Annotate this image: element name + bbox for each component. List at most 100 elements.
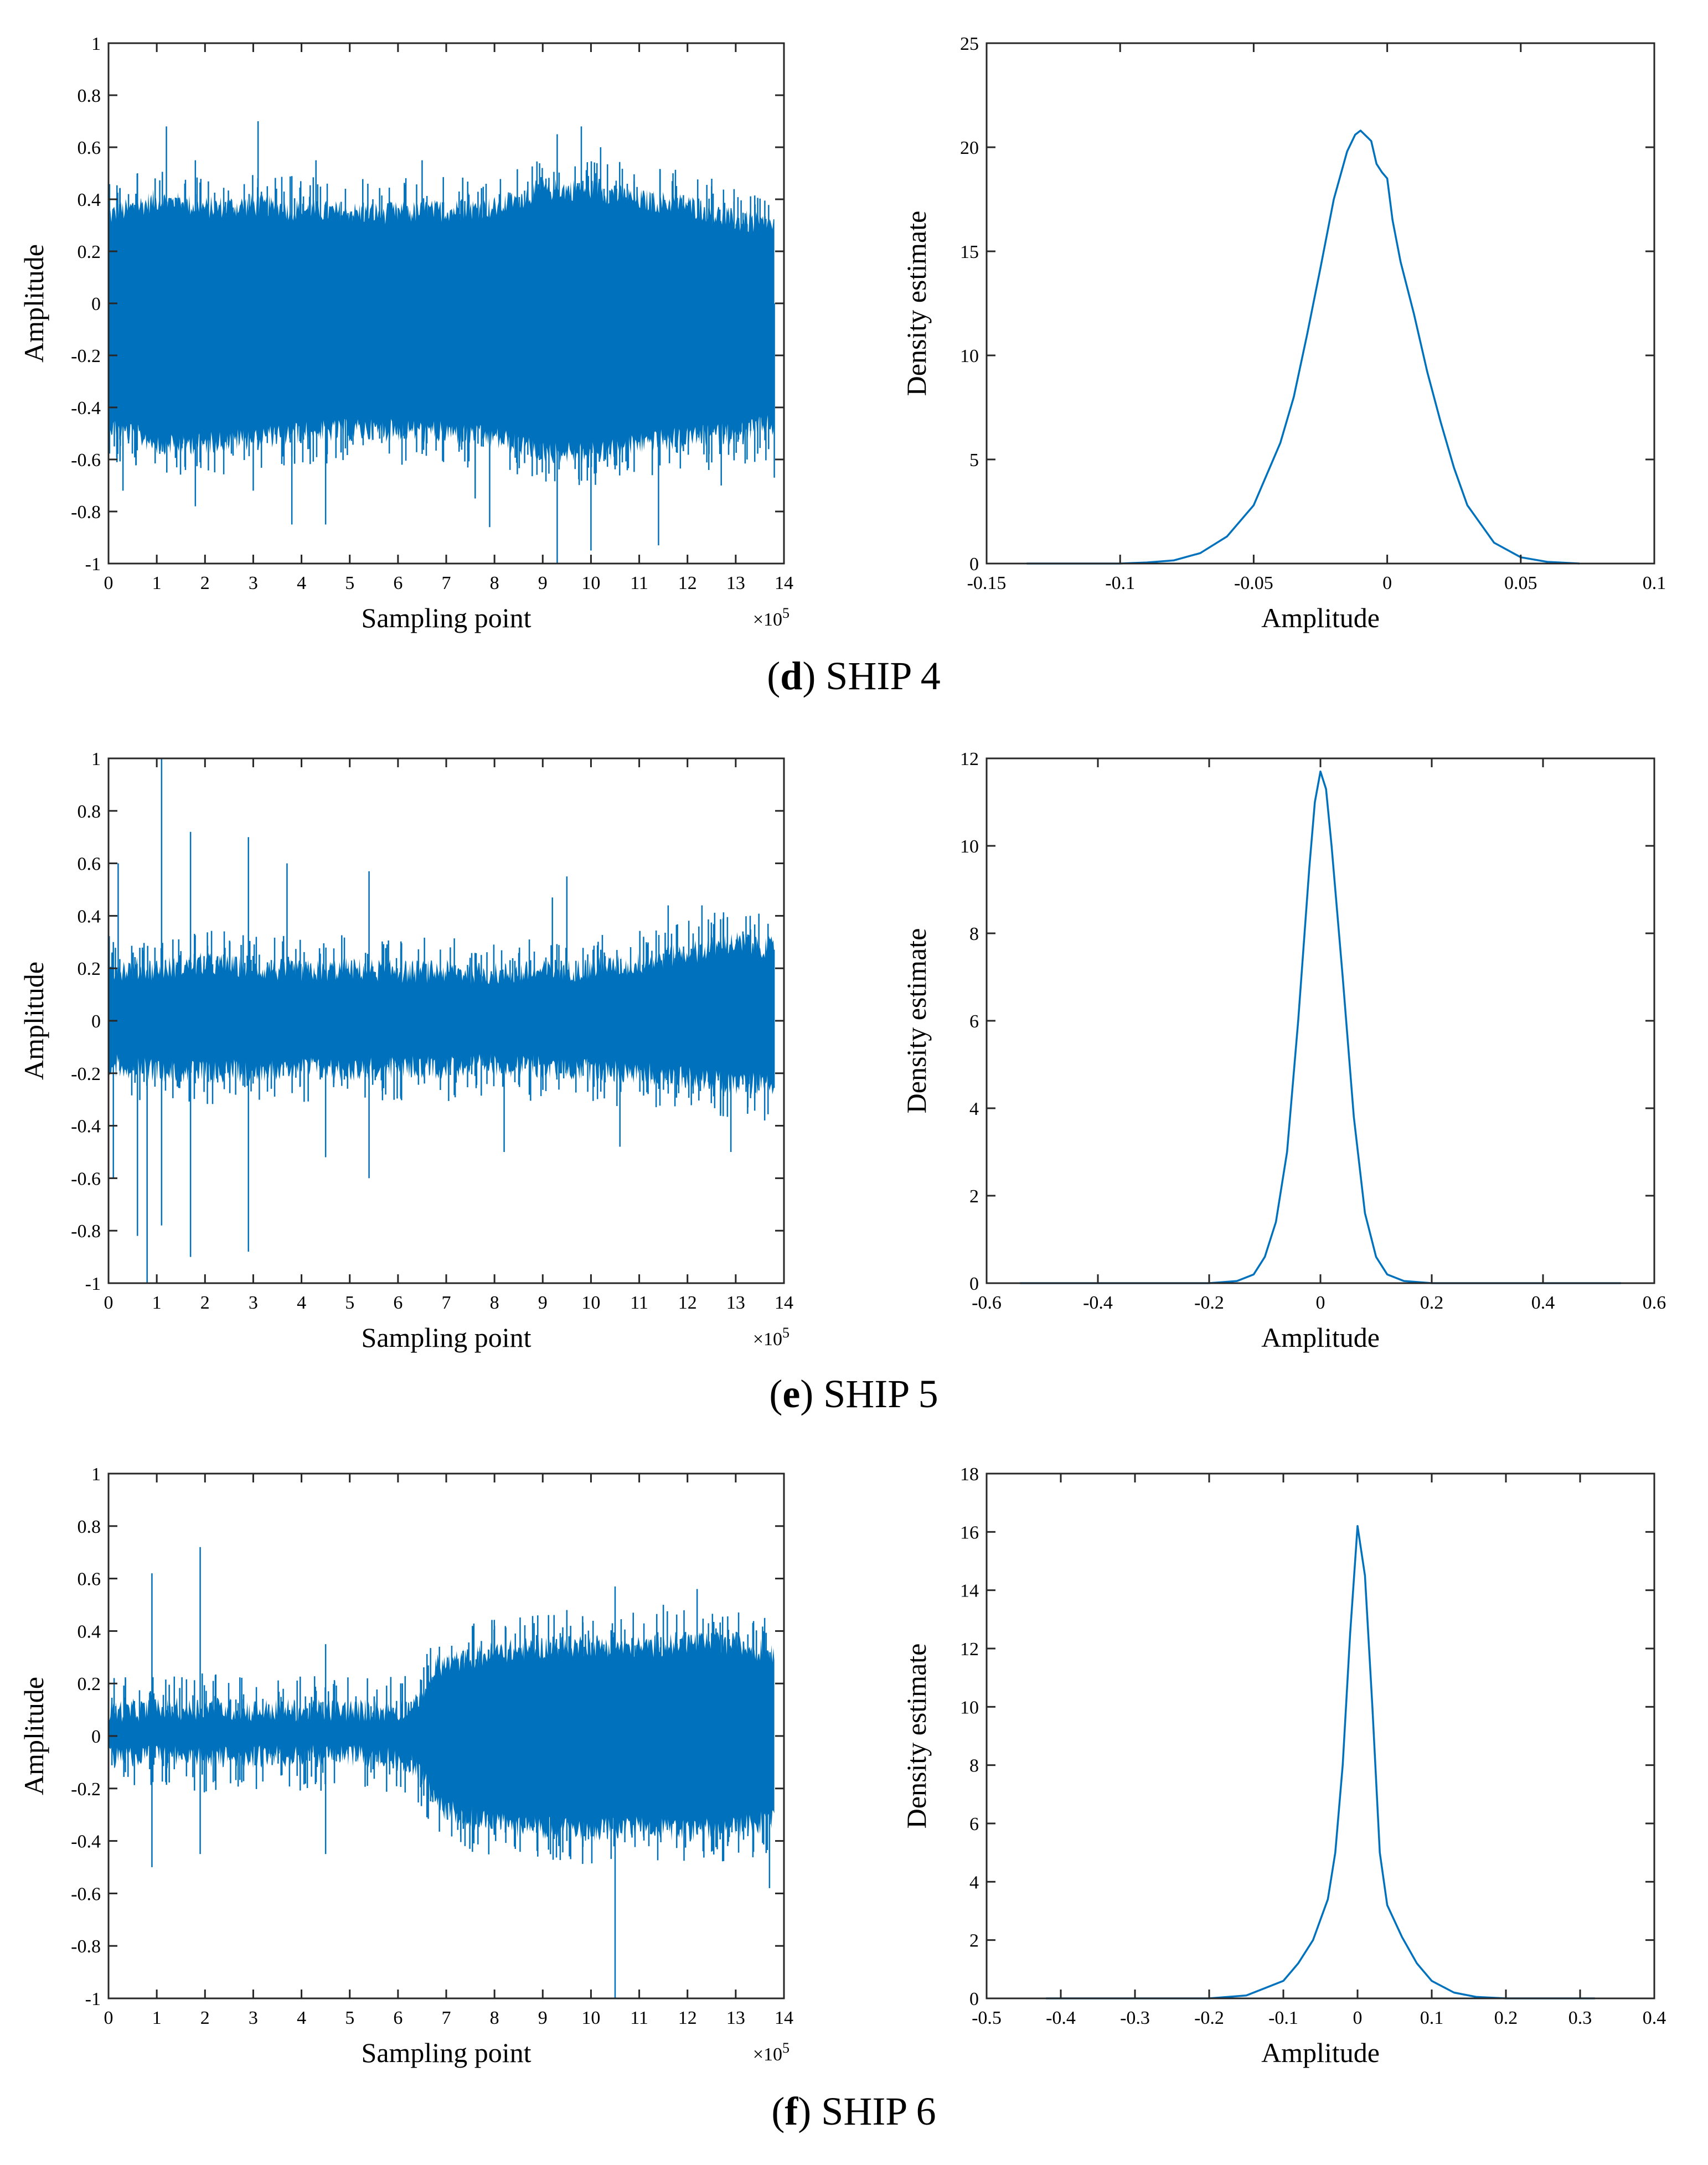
time-plot-xtick-label: 13 bbox=[726, 1293, 745, 1313]
density-plot-ytick-label: 14 bbox=[960, 1581, 979, 1601]
time-plot-xtick-label: 8 bbox=[490, 573, 499, 593]
time-plot-xtick-label: 14 bbox=[775, 573, 793, 593]
density-plot-ytick-label: 6 bbox=[969, 1011, 979, 1032]
density-plot-ytick-label: 10 bbox=[960, 346, 979, 366]
time-plot-xtick-label: 3 bbox=[249, 2008, 258, 2028]
time-plot-ytick-label: -1 bbox=[85, 1274, 101, 1294]
time-plot-xtick-label: 11 bbox=[630, 573, 648, 593]
time-plot-ytick-label: 0 bbox=[91, 294, 101, 314]
time-plot-ytick-label: 0 bbox=[91, 1727, 101, 1747]
time-plot-ytick-label: -0.2 bbox=[71, 346, 101, 366]
density-plot-ylabel: Density estimate bbox=[901, 211, 932, 396]
density-curve bbox=[1020, 770, 1621, 1284]
density-curve bbox=[1046, 1525, 1595, 1999]
time-plot-xtick-label: 6 bbox=[393, 2008, 403, 2028]
time-plot-ytick-label: -1 bbox=[85, 554, 101, 575]
density-plot-xtick-label: 0 bbox=[1316, 1293, 1325, 1313]
density-plot-xlabel: Amplitude bbox=[1261, 2037, 1380, 2068]
density-plot-xtick-label: -0.1 bbox=[1105, 573, 1135, 593]
density-plot-ytick-label: 6 bbox=[969, 1814, 979, 1835]
density-plot-ytick-label: 15 bbox=[960, 242, 979, 262]
density-plot-ytick-label: 20 bbox=[960, 138, 979, 158]
density-plot-f: -0.5 -0.4 -0.3 -0.2 -0.1 0 0.1 0.2 0.3 0.4 0 2 4 6 8 10… bbox=[901, 1464, 1666, 2068]
time-plot-xtick-label: 2 bbox=[200, 573, 210, 593]
time-plot-ytick-label: 0.2 bbox=[78, 1674, 101, 1694]
time-plot-ytick-label: 0.8 bbox=[78, 802, 101, 822]
time-plot-ytick-label: -1 bbox=[85, 1989, 101, 2009]
time-plot-xtick-label: 7 bbox=[442, 1293, 451, 1313]
time-plot-ytick-label: 0.8 bbox=[78, 1517, 101, 1537]
density-plot-ytick-label: 25 bbox=[960, 34, 979, 54]
density-plot-ytick-label: 4 bbox=[969, 1872, 979, 1893]
time-plot-ytick-label: -0.8 bbox=[71, 1936, 101, 1957]
time-plot-f: 0 1 2 3 4 5 6 7 8 9 10 11 12 13 14-1-0.8-0.6-0.4-0.200… bbox=[18, 1464, 793, 2068]
time-plot-xtick-label: 6 bbox=[393, 573, 403, 593]
density-plot-xtick-label: 0 bbox=[1353, 2008, 1363, 2028]
time-plot-ytick-label: 0.6 bbox=[78, 138, 101, 158]
panel-d: 0 1 2 3 4 5 6 7 8 9 10 11 12 13 14-1-0.8-0.6-0.4-0.200… bbox=[18, 34, 1666, 698]
time-plot-xtick-label: 11 bbox=[630, 1293, 648, 1313]
time-plot-xtick-label: 10 bbox=[581, 573, 600, 593]
time-plot-xtick-label: 14 bbox=[775, 2008, 793, 2028]
density-plot-ytick-label: 5 bbox=[969, 450, 979, 471]
density-plot-e: -0.6 -0.4 -0.2 0 0.2 0.4 0.6 0 2 4 6 8 10 12 Amplitude… bbox=[901, 749, 1666, 1353]
density-plot-xtick-label: -0.5 bbox=[972, 2008, 1002, 2028]
time-plot-xtick-label: 4 bbox=[297, 2008, 306, 2028]
density-plot-xtick-label: -0.4 bbox=[1083, 1293, 1113, 1313]
time-plot-xtick-label: 10 bbox=[581, 2008, 600, 2028]
density-plot-xtick-label: 0 bbox=[1382, 573, 1392, 593]
time-plot-xlabel: Sampling point bbox=[362, 2037, 532, 2068]
density-plot-xlabel: Amplitude bbox=[1261, 1322, 1380, 1353]
time-plot-xtick-label: 3 bbox=[249, 573, 258, 593]
time-plot-xtick-label: 6 bbox=[393, 1293, 403, 1313]
panel-caption: (f) SHIP 6 bbox=[771, 2089, 936, 2133]
density-plot-axes-frame bbox=[985, 1472, 1655, 1999]
time-plot-xtick-label: 5 bbox=[345, 2008, 354, 2028]
density-plot-xtick-label: -0.2 bbox=[1194, 1293, 1224, 1313]
time-plot-xtick-label: 12 bbox=[678, 2008, 697, 2028]
time-plot-ytick-label: 1 bbox=[91, 34, 101, 54]
time-plot-xtick-label: 5 bbox=[345, 573, 354, 593]
time-plot-xtick-label: 1 bbox=[152, 1293, 162, 1313]
time-plot-xtick-label: 4 bbox=[297, 573, 306, 593]
time-plot-xtick-label: 9 bbox=[538, 2008, 548, 2028]
density-plot-ytick-label: 2 bbox=[969, 1186, 979, 1207]
panel-caption: (e) SHIP 5 bbox=[769, 1372, 938, 1416]
time-plot-xlabel: Sampling point bbox=[362, 602, 532, 633]
density-plot-ytick-label: 16 bbox=[960, 1522, 979, 1543]
time-plot-xtick-label: 13 bbox=[726, 573, 745, 593]
density-plot-d: -0.15 -0.1 -0.05 0 0.05 0.1 0 5 10 15 20 25 Amplitud… bbox=[901, 34, 1666, 633]
density-plot-xtick-label: 0.05 bbox=[1504, 573, 1537, 593]
time-plot-e: 0 1 2 3 4 5 6 7 8 9 10 11 12 13 14-1-0.8-0.6-0.4-0.200… bbox=[18, 749, 793, 1353]
density-plot-xtick-label: 0.1 bbox=[1420, 2008, 1444, 2028]
density-plot-xtick-label: -0.15 bbox=[967, 573, 1007, 593]
time-plot-ytick-label: -0.6 bbox=[71, 1884, 101, 1904]
density-plot-ytick-label: 18 bbox=[960, 1464, 979, 1485]
density-plot-xtick-label: 0.4 bbox=[1643, 2008, 1666, 2028]
signal-band bbox=[109, 1631, 775, 1842]
time-plot-ytick-label: 0.4 bbox=[78, 906, 101, 927]
density-plot-xtick-label: -0.3 bbox=[1120, 2008, 1150, 2028]
density-plot-xtick-label: -0.6 bbox=[972, 1293, 1002, 1313]
density-plot-xtick-label: -0.05 bbox=[1234, 573, 1273, 593]
panel-e: 0 1 2 3 4 5 6 7 8 9 10 11 12 13 14-1-0.8-0.6-0.4-0.200… bbox=[18, 749, 1666, 1416]
density-curve bbox=[1026, 130, 1580, 565]
density-plot-ytick-label: 10 bbox=[960, 1697, 979, 1718]
time-plot-ytick-label: -0.4 bbox=[71, 1832, 101, 1852]
time-plot-xtick-label: 12 bbox=[678, 1293, 697, 1313]
time-plot-ytick-label: -0.2 bbox=[71, 1064, 101, 1084]
time-plot-xtick-label: 1 bbox=[152, 2008, 162, 2028]
time-plot-ytick-label: 0.4 bbox=[78, 190, 101, 210]
time-plot-ytick-label: -0.6 bbox=[71, 1169, 101, 1189]
time-plot-ytick-label: -0.4 bbox=[71, 398, 101, 418]
panel-f: 0 1 2 3 4 5 6 7 8 9 10 11 12 13 14-1-0.8-0.6-0.4-0.200… bbox=[18, 1464, 1666, 2133]
time-plot-ytick-label: -0.6 bbox=[71, 450, 101, 471]
time-plot-ytick-label: 0.6 bbox=[78, 854, 101, 875]
time-plot-xtick-label: 12 bbox=[678, 573, 697, 593]
time-plot-xtick-label: 2 bbox=[200, 1293, 210, 1313]
x-exponent-label: ×105 bbox=[753, 605, 790, 630]
time-plot-xtick-label: 9 bbox=[538, 1293, 548, 1313]
density-plot-ytick-label: 0 bbox=[969, 554, 979, 575]
time-plot-ytick-label: 0.8 bbox=[78, 86, 101, 106]
